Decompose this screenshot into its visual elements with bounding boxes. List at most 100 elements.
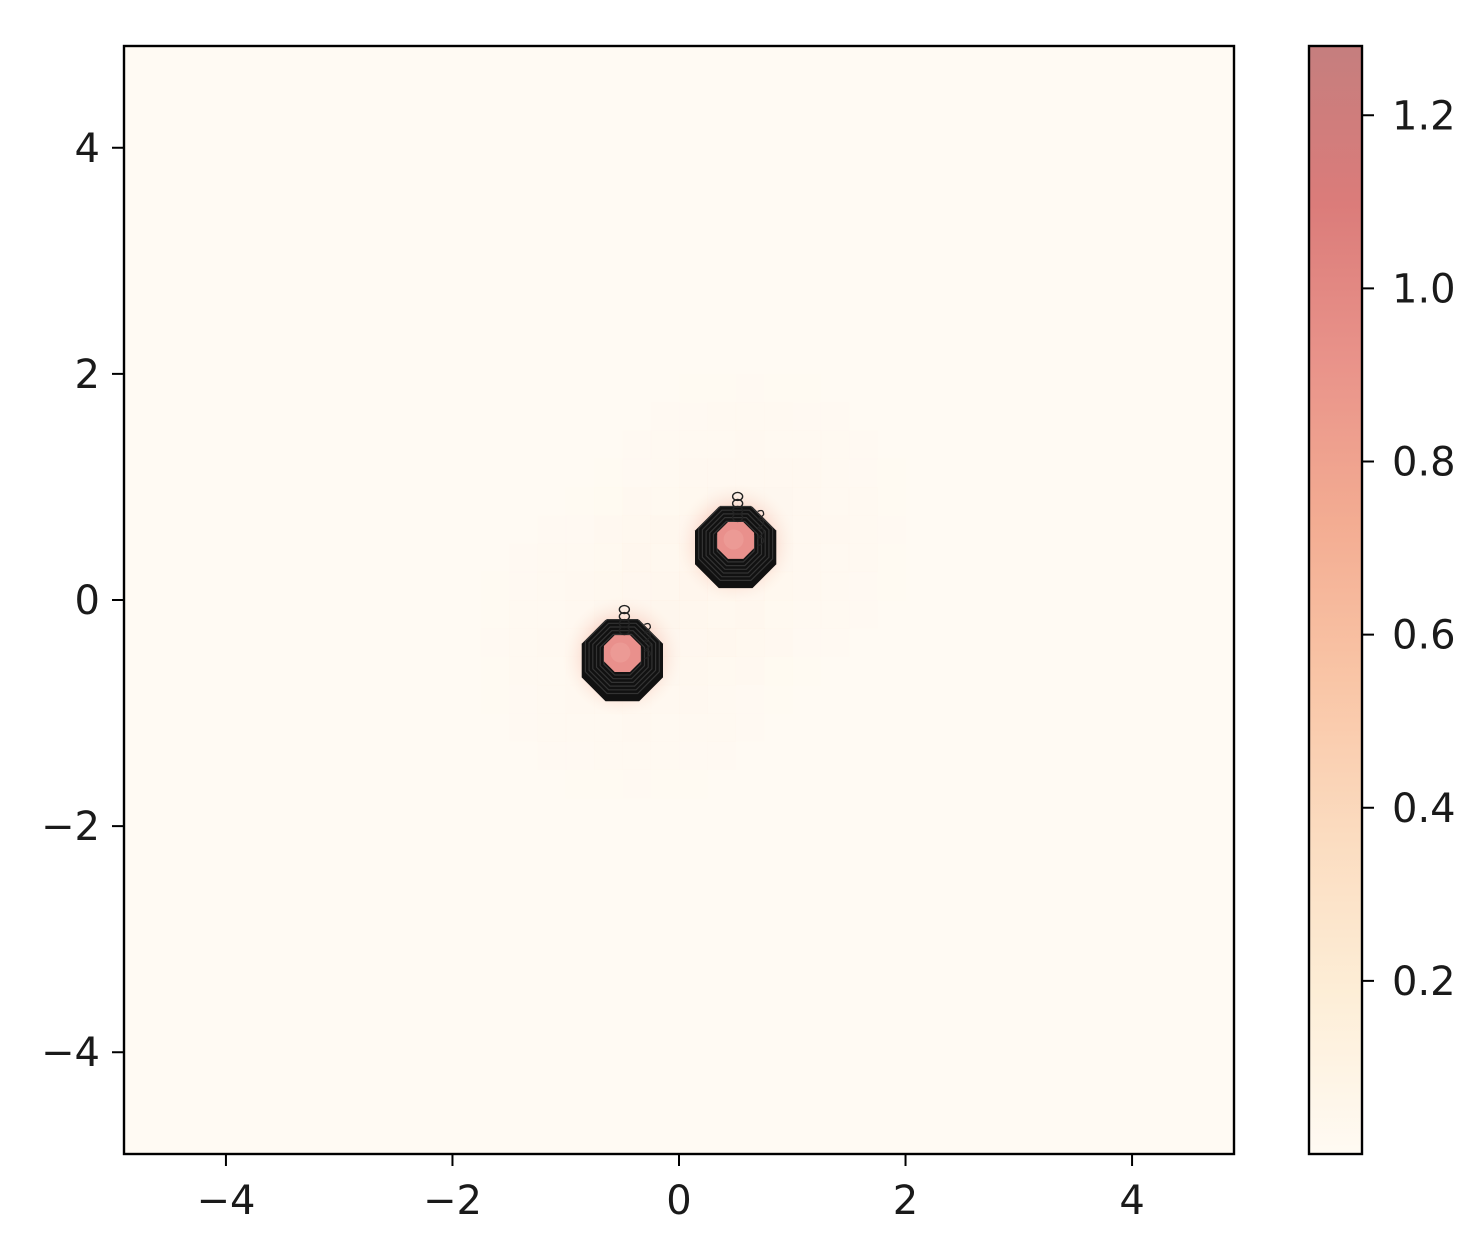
heatmap-cell (594, 770, 623, 799)
contour-line (712, 520, 759, 567)
heatmap-cell (707, 459, 736, 488)
heatmap-cell (566, 713, 595, 742)
contour-line (698, 505, 774, 582)
colorbar-tick-label: 0.4 (1392, 786, 1456, 832)
heatmap-cell (651, 572, 680, 601)
heatmap-cell (566, 515, 595, 544)
peak-2 (562, 596, 683, 717)
y-axis: 4 2 0 −2 −4 (41, 126, 124, 1076)
heatmap-cell (594, 713, 623, 742)
heatmap-cell (821, 459, 850, 488)
contour-line (709, 516, 763, 570)
heatmap-cell (509, 572, 538, 601)
heatmap-cell (849, 430, 878, 459)
heatmap-cell (736, 402, 765, 431)
contour-label-mark (644, 640, 652, 651)
heatmap-cell (651, 543, 680, 572)
heatmap-cell (764, 685, 793, 714)
heatmap-cell (736, 600, 765, 629)
heatmap-cell (594, 487, 623, 516)
heatmap-cell (792, 487, 821, 516)
heatmap-cell (736, 685, 765, 714)
heatmap-cell (849, 515, 878, 544)
heatmap-cell (651, 487, 680, 516)
heatmap-cell (849, 600, 878, 629)
heatmap-cell (651, 515, 680, 544)
heatmap-cell (622, 459, 651, 488)
heatmap-cell (849, 543, 878, 572)
heatmap-cell (792, 572, 821, 601)
heatmap-cell (792, 600, 821, 629)
heatmap-cell (679, 685, 708, 714)
heatmap-cell (537, 657, 566, 686)
heatmap-cell (792, 657, 821, 686)
contour-label-mark (757, 518, 765, 529)
heatmap-cell (481, 657, 510, 686)
heatmap-cell (849, 572, 878, 601)
heatmap-cell (566, 543, 595, 572)
heatmap-cell (679, 374, 708, 403)
heatmap-cell (651, 402, 680, 431)
colorbar-tick-label: 1.2 (1392, 93, 1456, 139)
heatmap-cell (622, 741, 651, 770)
contour-label-mark (731, 498, 744, 509)
heatmap-cell (707, 685, 736, 714)
heatmap-cell (877, 515, 906, 544)
x-tick-label: −4 (196, 1178, 255, 1224)
heatmap-cell (594, 515, 623, 544)
heatmap-cell (877, 487, 906, 516)
heatmap-cell (481, 572, 510, 601)
heatmap-cell (622, 430, 651, 459)
colorbar-gradient (1307, 44, 1364, 1156)
heatmap-cell (651, 713, 680, 742)
heatmap-cell (792, 402, 821, 431)
colorbar-tick-label: 0.8 (1392, 440, 1456, 486)
heatmap-cell (537, 628, 566, 657)
heatmap-cell (651, 741, 680, 770)
heatmap-cell (594, 459, 623, 488)
heatmap-cell (679, 430, 708, 459)
heatmap-cell (707, 741, 736, 770)
heatmap-plot-area (122, 44, 1236, 1156)
contour-label-mark (757, 536, 765, 547)
heatmap-cell (764, 430, 793, 459)
heatmap-cell (821, 430, 850, 459)
heatmap-cell (481, 685, 510, 714)
heatmap-cell (537, 685, 566, 714)
heatmap-cell (679, 741, 708, 770)
heatmap-cell (849, 487, 878, 516)
x-axis: −4 −2 0 2 4 (196, 1154, 1145, 1224)
heatmap-cell (792, 459, 821, 488)
heatmap-cell (764, 402, 793, 431)
heatmap-cell (594, 543, 623, 572)
contour-label-mark (618, 618, 631, 629)
heatmap-cell (509, 543, 538, 572)
heatmap-cell (566, 572, 595, 601)
heatmap-cell (622, 543, 651, 572)
heatmap-cell (849, 459, 878, 488)
contour-line (588, 622, 657, 691)
heatmap-cell (594, 572, 623, 601)
y-tick-label: 0 (75, 578, 100, 624)
contour-line (592, 626, 653, 687)
contour-label-mark (618, 604, 631, 615)
heatmap-cell (792, 543, 821, 572)
contour-label-mark (618, 625, 631, 636)
contour-line (595, 630, 649, 684)
heatmap-cell (651, 770, 680, 799)
heatmap-cell (651, 459, 680, 488)
heatmap-cell (537, 713, 566, 742)
heatmap-cell (509, 713, 538, 742)
heatmap-cell (821, 487, 850, 516)
y-tick-label: 4 (75, 126, 100, 172)
heatmap-cell (537, 572, 566, 601)
x-tick-label: 2 (893, 1178, 918, 1224)
heatmap-cell (509, 628, 538, 657)
heatmap-cell (622, 515, 651, 544)
heatmap-cell (566, 741, 595, 770)
heatmap-cell (594, 741, 623, 770)
y-tick-label: −2 (41, 804, 100, 850)
heatmap-cell (679, 402, 708, 431)
contour-label-mark (644, 622, 652, 633)
